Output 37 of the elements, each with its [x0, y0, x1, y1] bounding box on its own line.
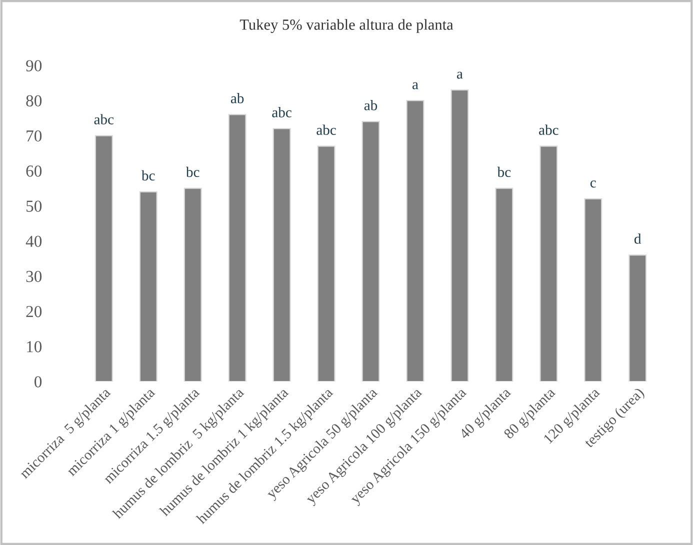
y-tick-label: 10	[27, 341, 42, 352]
annotation: bc	[497, 166, 511, 178]
annotation: abc	[94, 114, 114, 124]
bar	[495, 188, 514, 382]
bar	[584, 198, 602, 382]
annotation: a	[456, 72, 463, 79]
bar	[94, 135, 113, 382]
annotation: c	[590, 180, 596, 188]
y-tick-label: 30	[26, 270, 42, 282]
y-tick-label: 0	[34, 376, 42, 388]
bar	[362, 121, 380, 382]
bar	[450, 89, 469, 382]
y-tick-label: 50	[26, 200, 42, 212]
bar	[406, 100, 424, 382]
bar	[272, 128, 291, 382]
annotation: abc	[272, 107, 292, 118]
bar	[317, 146, 336, 382]
annotation: bc	[141, 170, 155, 181]
y-tick-label: 60	[26, 165, 42, 177]
annotation: ab	[364, 100, 378, 110]
y-tick-label: 80	[26, 95, 42, 106]
bar	[184, 188, 202, 382]
y-tick-label: 20	[26, 306, 42, 318]
y-tick-label: 90	[26, 60, 42, 72]
bar	[228, 114, 246, 382]
annotation: abc	[316, 124, 336, 135]
annotation: d	[634, 234, 642, 244]
bar	[139, 191, 158, 382]
y-tick-label: 70	[26, 130, 42, 142]
bar	[540, 146, 558, 382]
chart-title: Tukey 5% variable altura de planta	[240, 19, 454, 33]
annotation: a	[412, 82, 418, 90]
bar	[628, 254, 647, 382]
annotation: abc	[539, 124, 558, 135]
y-tick-label: 40	[26, 236, 42, 247]
annotation: bc	[186, 166, 200, 178]
annotation: ab	[230, 93, 244, 104]
